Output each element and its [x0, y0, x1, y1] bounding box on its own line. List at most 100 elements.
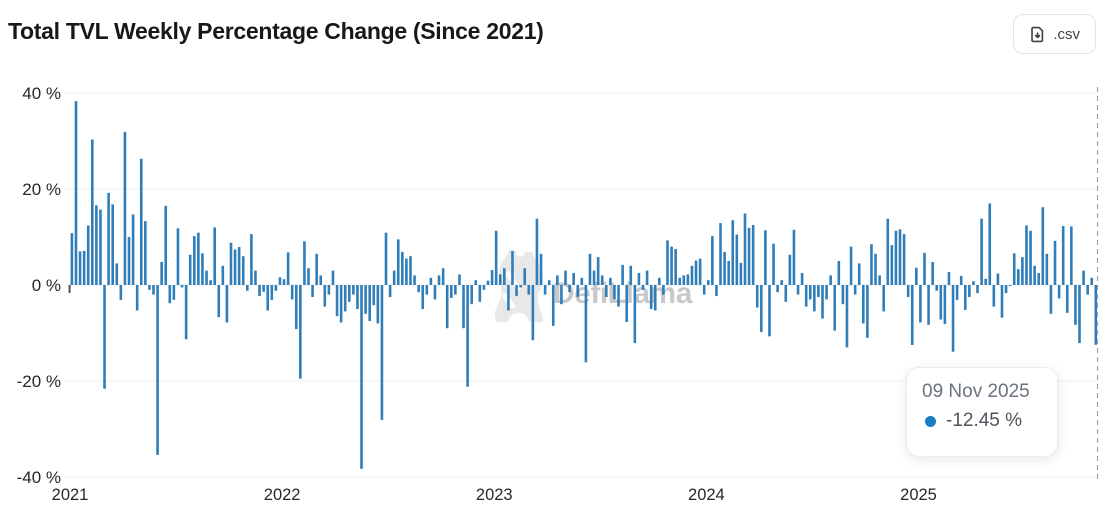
- bar[interactable]: [188, 254, 192, 285]
- bar[interactable]: [776, 285, 779, 293]
- bar[interactable]: [572, 273, 575, 285]
- bar[interactable]: [894, 230, 898, 285]
- bar[interactable]: [890, 245, 894, 285]
- bar[interactable]: [139, 158, 143, 285]
- bar[interactable]: [95, 205, 98, 285]
- bar[interactable]: [278, 277, 282, 285]
- bar[interactable]: [886, 218, 890, 285]
- bar[interactable]: [723, 251, 726, 285]
- bar[interactable]: [123, 131, 127, 285]
- bar[interactable]: [180, 285, 184, 288]
- bar[interactable]: [417, 285, 420, 293]
- bar[interactable]: [478, 285, 482, 302]
- bar[interactable]: [1090, 277, 1094, 285]
- bar[interactable]: [568, 285, 571, 293]
- bar[interactable]: [845, 285, 849, 348]
- bar[interactable]: [176, 228, 180, 285]
- bar[interactable]: [1074, 285, 1077, 325]
- bar[interactable]: [792, 229, 796, 285]
- bar[interactable]: [213, 227, 216, 285]
- bar[interactable]: [935, 285, 939, 291]
- bar[interactable]: [821, 285, 824, 319]
- bar[interactable]: [1041, 207, 1045, 285]
- bar[interactable]: [262, 285, 265, 292]
- bar[interactable]: [800, 273, 804, 285]
- bar[interactable]: [1008, 285, 1012, 286]
- bar[interactable]: [384, 232, 388, 285]
- bar[interactable]: [547, 280, 551, 285]
- bar[interactable]: [376, 285, 380, 324]
- bar[interactable]: [519, 285, 522, 288]
- bar[interactable]: [254, 270, 257, 285]
- bar[interactable]: [307, 268, 310, 285]
- bar[interactable]: [1000, 285, 1004, 318]
- bar[interactable]: [282, 279, 286, 285]
- bar[interactable]: [796, 285, 800, 295]
- bar[interactable]: [503, 268, 506, 285]
- bar[interactable]: [1078, 285, 1081, 344]
- bar[interactable]: [209, 280, 212, 285]
- bar[interactable]: [425, 285, 429, 295]
- bar[interactable]: [592, 270, 596, 285]
- bar[interactable]: [327, 285, 331, 295]
- bar[interactable]: [906, 285, 910, 297]
- bar[interactable]: [923, 252, 926, 285]
- bar[interactable]: [335, 285, 339, 317]
- bar[interactable]: [250, 234, 253, 285]
- bar[interactable]: [988, 203, 992, 285]
- bar[interactable]: [727, 261, 730, 285]
- bar[interactable]: [466, 285, 469, 387]
- bar[interactable]: [662, 285, 665, 295]
- bar[interactable]: [1049, 285, 1053, 314]
- bar[interactable]: [241, 256, 245, 285]
- bar[interactable]: [258, 285, 261, 297]
- bar[interactable]: [556, 275, 559, 285]
- bar[interactable]: [1021, 257, 1024, 285]
- bar[interactable]: [543, 285, 547, 295]
- bar[interactable]: [751, 225, 755, 285]
- bar[interactable]: [274, 285, 278, 291]
- bar[interactable]: [286, 252, 290, 285]
- bar[interactable]: [841, 285, 845, 305]
- bar[interactable]: [1094, 285, 1098, 345]
- bar[interactable]: [972, 281, 975, 285]
- bar[interactable]: [74, 101, 78, 285]
- bar[interactable]: [303, 241, 306, 285]
- bar[interactable]: [617, 285, 620, 307]
- bar[interactable]: [429, 277, 433, 285]
- bar[interactable]: [804, 285, 808, 307]
- bar[interactable]: [360, 285, 363, 469]
- bar[interactable]: [731, 220, 735, 285]
- bar[interactable]: [1004, 285, 1008, 294]
- bar[interactable]: [458, 274, 461, 285]
- bar[interactable]: [246, 285, 249, 291]
- bar[interactable]: [413, 275, 416, 285]
- bar[interactable]: [531, 285, 535, 341]
- bar[interactable]: [527, 285, 531, 295]
- bar[interactable]: [482, 285, 486, 290]
- bar[interactable]: [127, 237, 131, 285]
- bar[interactable]: [380, 285, 384, 420]
- bar[interactable]: [433, 285, 437, 300]
- bar[interactable]: [878, 275, 881, 285]
- bar[interactable]: [135, 285, 139, 311]
- bar[interactable]: [1033, 265, 1036, 285]
- bar[interactable]: [902, 234, 906, 285]
- bar[interactable]: [201, 253, 204, 285]
- bar[interactable]: [164, 205, 168, 285]
- bar[interactable]: [968, 285, 971, 297]
- bar[interactable]: [148, 285, 151, 290]
- bar[interactable]: [919, 285, 922, 323]
- bar[interactable]: [144, 221, 147, 285]
- bar[interactable]: [315, 253, 318, 285]
- bar[interactable]: [103, 285, 106, 389]
- bar[interactable]: [645, 270, 649, 285]
- bar[interactable]: [1057, 285, 1061, 299]
- bar[interactable]: [70, 233, 74, 285]
- bar[interactable]: [992, 285, 996, 307]
- bar[interactable]: [915, 267, 918, 285]
- bar[interactable]: [323, 285, 327, 307]
- bar[interactable]: [535, 218, 539, 285]
- bar[interactable]: [1017, 269, 1020, 285]
- bar[interactable]: [160, 261, 163, 285]
